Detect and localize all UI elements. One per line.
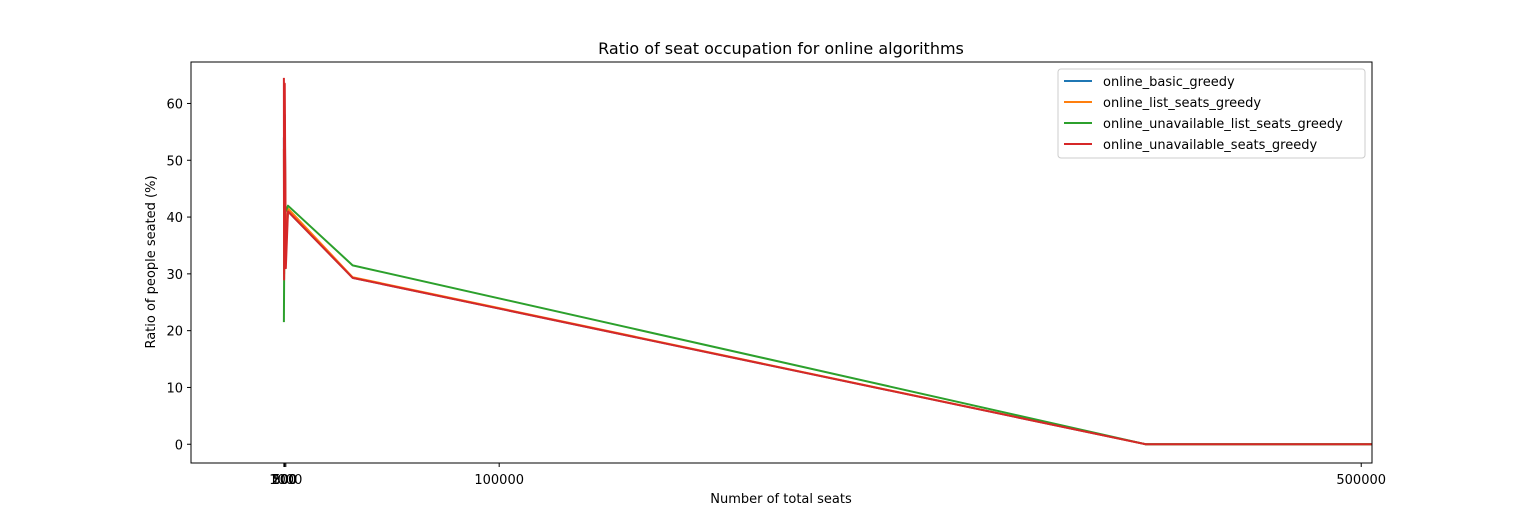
legend-label: online_unavailable_seats_greedy — [1103, 138, 1317, 153]
series-line-3 — [282, 77, 1372, 446]
x-tick-label: 100000 — [474, 473, 524, 488]
x-tick-label: 500000 — [1336, 473, 1386, 488]
chart-title: Ratio of seat occupation for online algo… — [598, 39, 964, 58]
legend-box — [1057, 68, 1366, 159]
legend-label: online_list_seats_greedy — [1103, 96, 1261, 111]
y-axis-label: Ratio of people seated (%) — [144, 175, 159, 348]
series-line-0 — [282, 113, 1372, 446]
x-tick-label: 1000 — [269, 473, 302, 488]
y-tick-label: 40 — [166, 211, 183, 226]
y-tick-label: 20 — [166, 325, 183, 340]
series-line-1 — [282, 125, 1372, 446]
legend-label: online_basic_greedy — [1103, 75, 1235, 90]
x-tick-label: 200 — [272, 473, 297, 488]
x-tick-label: 500 — [272, 473, 297, 488]
plot-frame — [190, 61, 1373, 464]
y-tick-label: 30 — [166, 268, 183, 283]
y-tick-label: 60 — [166, 97, 183, 112]
y-tick-label: 0 — [175, 438, 183, 453]
y-axis: 0 10 20 30 40 50 60 — [166, 97, 191, 453]
legend-label: online_unavailable_list_seats_greedy — [1103, 117, 1343, 132]
series-line-2 — [282, 204, 1372, 446]
plot-area — [282, 77, 1372, 446]
y-tick-label: 50 — [166, 154, 183, 169]
x-tick-label: 100 — [271, 473, 296, 488]
y-tick-label: 10 — [166, 381, 183, 396]
legend: online_basic_greedy online_list_seats_gre… — [1057, 68, 1366, 159]
x-axis-label: Number of total seats — [710, 492, 852, 507]
